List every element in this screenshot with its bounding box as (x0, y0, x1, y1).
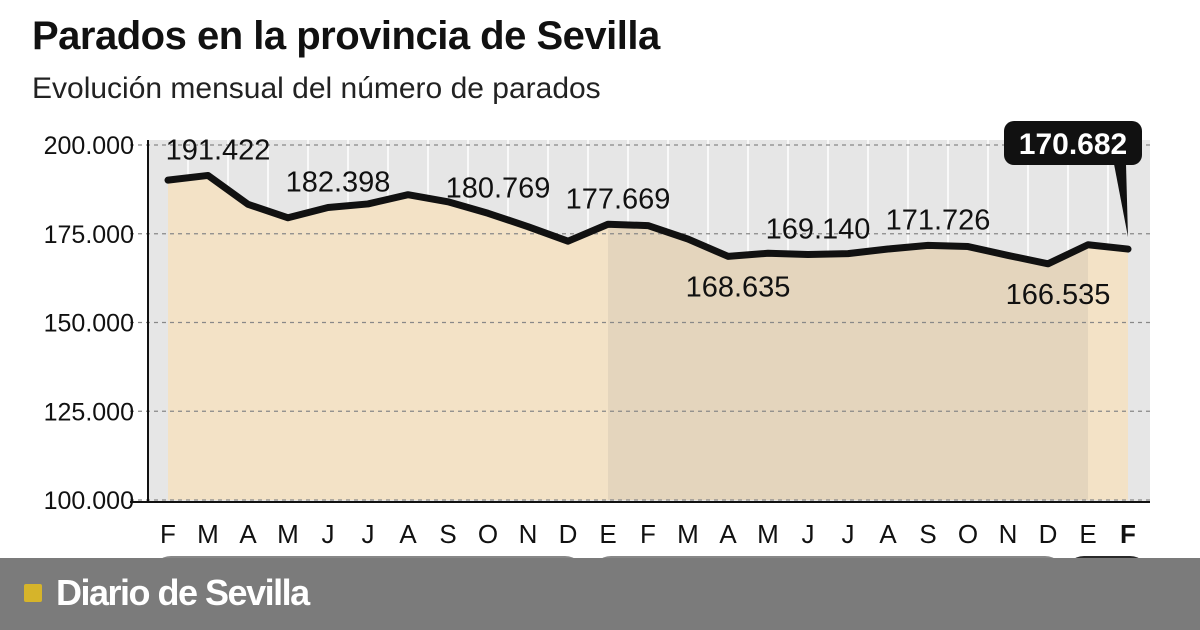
data-point (685, 236, 691, 243)
data-point (525, 223, 531, 230)
x-tick-label: O (958, 519, 978, 549)
brand-logo-square (24, 584, 42, 602)
x-tick-label: M (757, 519, 779, 549)
x-tick-label: S (919, 519, 936, 549)
x-tick-label: A (239, 519, 257, 549)
data-point (765, 250, 771, 257)
x-tick-label: S (439, 519, 456, 549)
data-point (885, 246, 891, 253)
x-tick-label: F (640, 519, 656, 549)
x-tick-label: E (599, 519, 616, 549)
data-point (565, 238, 571, 245)
data-point (285, 214, 291, 221)
x-tick-label: N (999, 519, 1018, 549)
data-label: 169.140 (766, 214, 871, 246)
data-label: 168.635 (686, 271, 791, 303)
data-label: 180.769 (446, 172, 551, 204)
x-tick-label: J (362, 519, 375, 549)
data-label-last: 170.682 (1019, 128, 1127, 161)
data-point (445, 198, 451, 205)
data-label: 182.398 (286, 166, 391, 198)
x-tick-label: M (197, 519, 219, 549)
data-label: 177.669 (566, 183, 671, 215)
x-tick-label: F (160, 519, 176, 549)
x-tick-label: M (277, 519, 299, 549)
x-tick-label: J (322, 519, 335, 549)
data-point (365, 200, 371, 207)
area-fill-2022 (168, 175, 608, 500)
x-tick-label: O (478, 519, 498, 549)
data-point (165, 177, 171, 184)
x-tick-label: J (842, 519, 855, 549)
x-tick-label: E (1079, 519, 1096, 549)
data-point (1005, 252, 1011, 259)
callout-pointer (1114, 164, 1128, 238)
x-tick-label: D (559, 519, 578, 549)
area-fill-2024 (1088, 244, 1128, 500)
data-point (1085, 241, 1091, 248)
chart-title: Parados en la provincia de Sevilla (32, 14, 660, 58)
x-tick-label: A (399, 519, 417, 549)
data-point (245, 201, 251, 208)
data-point (725, 253, 731, 260)
brand-name: Diario de Sevilla (56, 572, 310, 613)
x-tick-label: M (677, 519, 699, 549)
data-label: 171.726 (886, 204, 991, 236)
area-fill-2023 (608, 224, 1088, 500)
data-label: 191.422 (166, 134, 271, 166)
data-point (645, 222, 651, 229)
y-tick-label: 150.000 (44, 310, 134, 338)
chart-subtitle: Evolución mensual del número de parados (32, 72, 601, 105)
data-point (205, 172, 211, 179)
data-point (605, 221, 611, 228)
y-tick-label: 200.000 (44, 132, 134, 160)
x-tick-label: D (1039, 519, 1058, 549)
y-tick-label: 175.000 (44, 221, 134, 249)
data-point (1045, 260, 1051, 267)
callout-box (1004, 121, 1142, 165)
x-tick-label: F (1120, 519, 1136, 549)
x-tick-label: A (879, 519, 897, 549)
x-tick-label: A (719, 519, 737, 549)
data-point (965, 243, 971, 250)
data-point (1125, 246, 1131, 253)
data-point (845, 250, 851, 257)
x-tick-label: J (802, 519, 815, 549)
footer-bar (0, 558, 1200, 630)
y-tick-label: 125.000 (44, 398, 134, 426)
y-tick-label: 100.000 (44, 487, 134, 515)
data-point (925, 242, 931, 249)
data-point (325, 204, 331, 211)
data-point (485, 210, 491, 217)
x-tick-label: N (519, 519, 538, 549)
data-point (405, 191, 411, 198)
data-point (805, 251, 811, 258)
data-label: 166.535 (1006, 279, 1111, 311)
